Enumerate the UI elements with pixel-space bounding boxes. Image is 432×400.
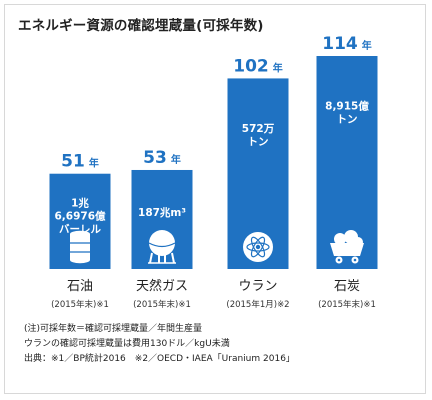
coal-cart-icon <box>330 230 364 264</box>
category-label: 石油 <box>67 279 93 294</box>
category-label: 石炭 <box>334 279 360 294</box>
reserve-label: 8,915億 <box>325 100 369 113</box>
value-label: 53 年 <box>143 148 181 168</box>
category-label: 天然ガス <box>136 278 188 294</box>
reserve-label: バーレル <box>59 224 101 236</box>
atom-icon <box>243 232 273 262</box>
category-label: ウラン <box>238 279 277 294</box>
value-label: 51 年 <box>61 152 99 172</box>
value-unit: 年 <box>273 61 283 74</box>
reserve-label: 572万 <box>242 123 275 135</box>
chart-title: エネルギー資源の確認埋蔵量(可採年数) <box>18 18 264 34</box>
reserve-label: トン <box>337 114 358 126</box>
value-unit: 年 <box>171 153 181 166</box>
source-note: (2015年末)※1 <box>133 299 191 310</box>
footnote-uranium: ウランの確認可採埋蔵量は費用130ドル／kgU未満 <box>24 339 230 349</box>
footnote-definition: (注)可採年数＝確認可採埋蔵量／年間生産量 <box>24 324 203 334</box>
reserve-label: 6,6976億 <box>54 210 106 223</box>
value-label: 102 年 <box>233 56 283 76</box>
source-note: (2015年末)※1 <box>51 299 109 310</box>
footnote-source: 出典：※1／BP統計2016 ※2／OECD・IAEA「Uranium 2016… <box>24 354 295 364</box>
value-label: 114 年 <box>322 34 372 54</box>
value-unit: 年 <box>362 39 372 52</box>
reserve-label: トン <box>248 136 269 148</box>
source-note: (2015年末)※1 <box>318 299 376 310</box>
footnotes: (注)可採年数＝確認可採埋蔵量／年間生産量 ウランの確認可採埋蔵量は費用130ド… <box>24 322 295 367</box>
oil-barrel-icon <box>70 230 90 264</box>
source-note: (2015年1月)※2 <box>226 299 289 310</box>
reserve-label: 1兆 <box>71 197 89 210</box>
reserve-label: 187兆m³ <box>138 206 186 219</box>
gas-tank-icon <box>148 230 176 264</box>
value-unit: 年 <box>89 157 99 170</box>
